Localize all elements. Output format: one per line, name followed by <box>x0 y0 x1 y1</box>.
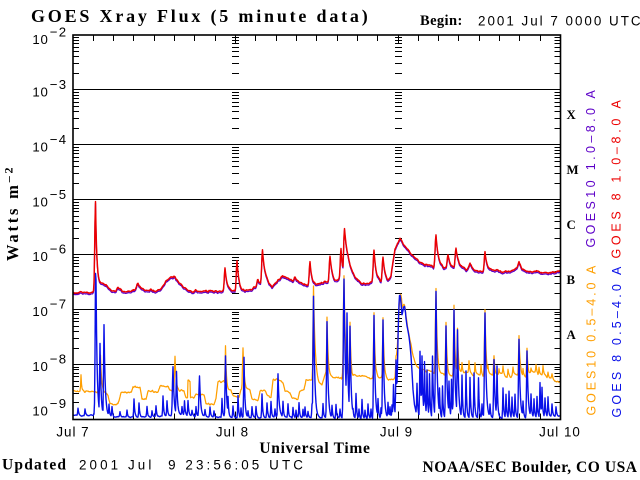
svg-text:10: 10 <box>32 359 48 374</box>
svg-text:B: B <box>567 273 576 287</box>
svg-text:−3: −3 <box>50 77 67 92</box>
svg-text:10: 10 <box>32 249 48 264</box>
svg-text:GOES10 0.5–4.0 A: GOES10 0.5–4.0 A <box>585 263 599 416</box>
svg-text:Updated: Updated <box>2 457 67 474</box>
svg-text:GOES 8 0.5–4.0 A: GOES 8 0.5–4.0 A <box>610 263 624 417</box>
svg-text:Begin:: Begin: <box>420 13 463 29</box>
svg-text:2001 Jul 9 23:56:05 UTC: 2001 Jul 9 23:56:05 UTC <box>79 458 306 473</box>
svg-text:10: 10 <box>32 404 48 419</box>
svg-text:10: 10 <box>32 304 48 319</box>
svg-text:−6: −6 <box>50 242 67 257</box>
svg-text:10: 10 <box>32 139 48 154</box>
svg-text:GOES Xray Flux (5 minute data): GOES Xray Flux (5 minute data) <box>31 6 371 27</box>
svg-text:NOAA/SEC Boulder, CO USA: NOAA/SEC Boulder, CO USA <box>422 459 637 476</box>
svg-text:10: 10 <box>32 32 48 47</box>
svg-text:Watts m–2: Watts m–2 <box>2 165 23 261</box>
svg-text:Jul 7: Jul 7 <box>56 424 89 439</box>
svg-text:2001 Jul 7 0000 UTC: 2001 Jul 7 0000 UTC <box>478 14 640 29</box>
svg-text:C: C <box>567 218 576 232</box>
svg-text:10: 10 <box>32 194 48 209</box>
svg-text:Jul 9: Jul 9 <box>380 424 413 439</box>
svg-text:X: X <box>567 108 577 122</box>
svg-text:−4: −4 <box>50 132 67 147</box>
svg-text:10: 10 <box>32 84 48 99</box>
svg-text:Jul 8: Jul 8 <box>216 424 249 439</box>
svg-text:GOES 8 1.0–8.0 A: GOES 8 1.0–8.0 A <box>610 96 624 258</box>
svg-text:−8: −8 <box>50 352 67 367</box>
svg-text:−2: −2 <box>50 25 67 40</box>
svg-text:−5: −5 <box>50 187 67 202</box>
svg-text:Universal Time: Universal Time <box>259 440 370 457</box>
svg-text:−9: −9 <box>50 396 67 411</box>
svg-text:−7: −7 <box>50 297 67 312</box>
svg-text:M: M <box>567 163 579 177</box>
svg-text:GOES10 1.0–8.0 A: GOES10 1.0–8.0 A <box>584 87 598 248</box>
svg-text:A: A <box>567 328 577 342</box>
svg-text:Jul 10: Jul 10 <box>539 424 581 439</box>
